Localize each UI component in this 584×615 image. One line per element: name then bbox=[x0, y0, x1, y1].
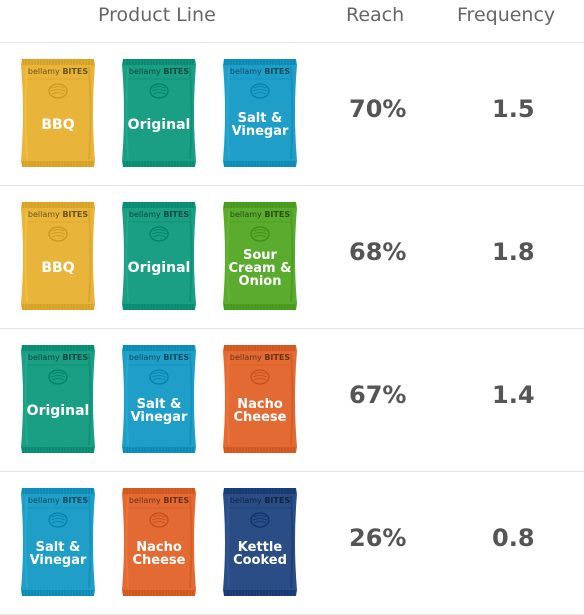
bag-flavor-label: Nacho Cheese bbox=[233, 397, 287, 425]
reach-value: 68% bbox=[349, 238, 407, 266]
bag-flavor-label: Kettle Cooked bbox=[233, 540, 287, 568]
product-line-header: Product Line bbox=[98, 4, 216, 26]
chip-bag: bellamy BITES Original bbox=[19, 343, 97, 455]
brand-prefix: bellamy bbox=[128, 210, 164, 219]
bag-flavor-label: Nacho Cheese bbox=[132, 540, 186, 568]
brand-name: BITES bbox=[163, 496, 190, 505]
chip-bag: bellamy BITES Salt & Vinegar bbox=[221, 57, 299, 169]
bag-flavor-label: Salt & Vinegar bbox=[29, 540, 87, 568]
brand-name: BITES bbox=[264, 67, 291, 76]
brand-prefix: bellamy bbox=[27, 210, 63, 219]
bag-flavor-label: Original bbox=[127, 116, 191, 133]
chip-bag: bellamy BITES Nacho Cheese bbox=[221, 343, 299, 455]
chip-bag: bellamy BITES Nacho Cheese bbox=[120, 486, 198, 598]
chip-bag: bellamy BITES BBQ bbox=[19, 57, 97, 169]
chip-bag-illustration bbox=[223, 345, 297, 453]
chip-bag: bellamy BITES Kettle Cooked bbox=[221, 486, 299, 598]
brand-prefix: bellamy bbox=[229, 67, 265, 76]
chip-bag-illustration bbox=[21, 202, 95, 310]
bag-brand-label: bellamy BITES bbox=[19, 210, 97, 219]
chip-bag: bellamy BITES BBQ bbox=[19, 200, 97, 312]
bag-brand-label: bellamy BITES bbox=[221, 67, 299, 76]
brand-name: BITES bbox=[62, 496, 89, 505]
brand-name: BITES bbox=[163, 353, 190, 362]
chip-bag-illustration bbox=[122, 345, 196, 453]
brand-prefix: bellamy bbox=[27, 67, 63, 76]
frequency-value: 1.4 bbox=[492, 381, 535, 409]
chip-bag-illustration bbox=[223, 202, 297, 310]
chip-bag-illustration bbox=[223, 59, 297, 167]
table-header: Product Line Reach Frequency bbox=[0, 0, 584, 42]
brand-prefix: bellamy bbox=[128, 353, 164, 362]
table-row: bellamy BITES BBQ bellamy BITES Original bel… bbox=[0, 42, 584, 185]
chip-bag-illustration bbox=[21, 345, 95, 453]
brand-name: BITES bbox=[264, 496, 291, 505]
chip-bag-illustration bbox=[122, 59, 196, 167]
bag-flavor-label: BBQ bbox=[41, 116, 75, 133]
frequency-value: 0.8 bbox=[492, 524, 535, 552]
bag-flavor-label: BBQ bbox=[41, 259, 75, 276]
chip-bag: bellamy BITES Salt & Vinegar bbox=[120, 343, 198, 455]
frequency-value: 1.8 bbox=[492, 238, 535, 266]
reach-value: 70% bbox=[349, 95, 407, 123]
chip-bag-illustration bbox=[21, 488, 95, 596]
bag-brand-label: bellamy BITES bbox=[221, 210, 299, 219]
reach-value: 26% bbox=[349, 524, 407, 552]
brand-prefix: bellamy bbox=[128, 496, 164, 505]
brand-name: BITES bbox=[163, 67, 190, 76]
bag-brand-label: bellamy BITES bbox=[221, 353, 299, 362]
bag-brand-label: bellamy BITES bbox=[19, 496, 97, 505]
brand-prefix: bellamy bbox=[128, 67, 164, 76]
bag-flavor-label: Sour Cream & Onion bbox=[228, 247, 292, 289]
brand-name: BITES bbox=[264, 353, 291, 362]
brand-name: BITES bbox=[62, 353, 89, 362]
bag-brand-label: bellamy BITES bbox=[120, 67, 198, 76]
chip-bag: bellamy BITES Original bbox=[120, 200, 198, 312]
brand-prefix: bellamy bbox=[229, 353, 265, 362]
brand-prefix: bellamy bbox=[27, 353, 63, 362]
chip-bag-illustration bbox=[122, 488, 196, 596]
brand-prefix: bellamy bbox=[229, 210, 265, 219]
table-row: bellamy BITES Salt & Vinegar bellamy BITES… bbox=[0, 471, 584, 615]
bag-flavor-label: Original bbox=[127, 259, 191, 276]
bag-flavor-label: Salt & Vinegar bbox=[231, 111, 289, 139]
brand-name: BITES bbox=[264, 210, 291, 219]
chip-bag: bellamy BITES Salt & Vinegar bbox=[19, 486, 97, 598]
brand-name: BITES bbox=[62, 67, 89, 76]
chip-bag: bellamy BITES Sour Cream & Onion bbox=[221, 200, 299, 312]
brand-name: BITES bbox=[163, 210, 190, 219]
bag-brand-label: bellamy BITES bbox=[120, 496, 198, 505]
frequency-value: 1.5 bbox=[492, 95, 535, 123]
bag-flavor-label: Salt & Vinegar bbox=[130, 397, 188, 425]
reach-header: Reach bbox=[346, 4, 405, 26]
bag-flavor-label: Original bbox=[26, 402, 90, 419]
bag-brand-label: bellamy BITES bbox=[120, 353, 198, 362]
bag-brand-label: bellamy BITES bbox=[120, 210, 198, 219]
chip-bag: bellamy BITES Original bbox=[120, 57, 198, 169]
chip-bag-illustration bbox=[21, 59, 95, 167]
bag-brand-label: bellamy BITES bbox=[221, 496, 299, 505]
chip-bag-illustration bbox=[223, 488, 297, 596]
bag-brand-label: bellamy BITES bbox=[19, 67, 97, 76]
brand-prefix: bellamy bbox=[229, 496, 265, 505]
chip-bag-illustration bbox=[122, 202, 196, 310]
brand-name: BITES bbox=[62, 210, 89, 219]
brand-prefix: bellamy bbox=[27, 496, 63, 505]
table-row: bellamy BITES Original bellamy BITES Salt &… bbox=[0, 328, 584, 471]
table-row: bellamy BITES BBQ bellamy BITES Original bel… bbox=[0, 185, 584, 328]
reach-value: 67% bbox=[349, 381, 407, 409]
frequency-header: Frequency bbox=[457, 4, 556, 26]
bag-brand-label: bellamy BITES bbox=[19, 353, 97, 362]
